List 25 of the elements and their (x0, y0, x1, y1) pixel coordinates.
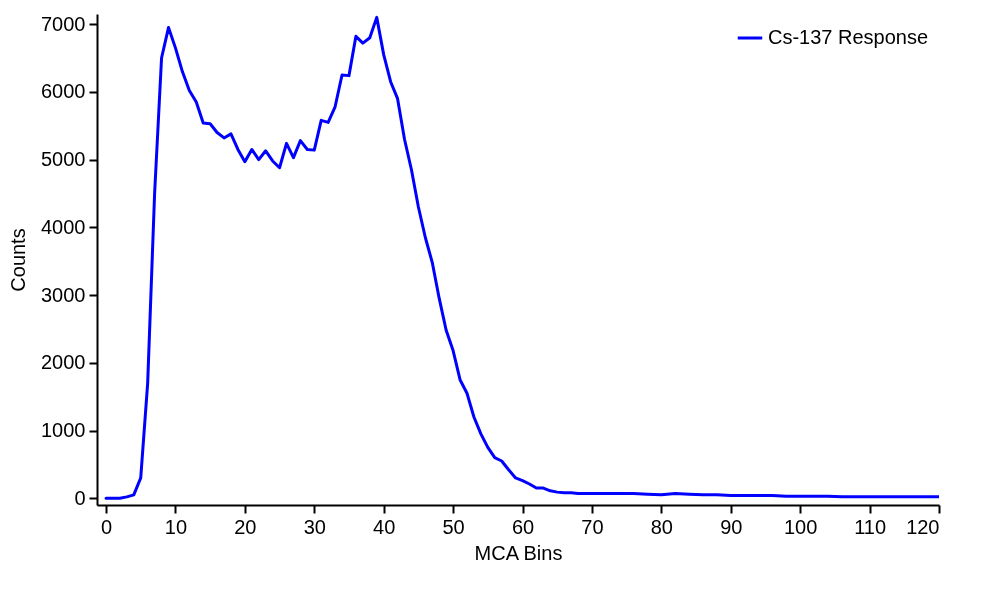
y-tick-label: 6000 (41, 80, 86, 103)
x-tick-label: 100 (783, 515, 818, 538)
x-tick-label: 80 (650, 515, 673, 538)
y-tick-label: 0 (74, 486, 86, 509)
x-axis-title: MCA Bins (474, 541, 563, 564)
legend-label: Cs-137 Response (768, 26, 929, 48)
y-tick-label: 3000 (41, 283, 86, 306)
x-tick-label: 110 (854, 515, 887, 538)
x-tick-label: 0 (100, 515, 113, 538)
x-tick-label: 50 (442, 515, 465, 538)
x-tick-label: 10 (164, 515, 188, 538)
y-tick-label: 1000 (41, 419, 86, 441)
x-tick-label: 120 (906, 515, 940, 538)
x-tick-label: 90 (720, 515, 743, 538)
y-tick-label: 2000 (41, 351, 86, 374)
x-tick-label: 20 (234, 515, 257, 538)
x-tick-label: 30 (303, 515, 326, 538)
y-tick-label: 5000 (41, 148, 86, 171)
y-tick-label: 7000 (41, 12, 86, 35)
x-tick-label: 60 (511, 515, 535, 538)
x-tick-label: 40 (373, 515, 396, 538)
y-tick-label: 4000 (41, 215, 86, 238)
y-axis-title: Counts (7, 228, 30, 292)
line-series (104, 15, 939, 500)
x-tick-label: 70 (581, 515, 604, 538)
